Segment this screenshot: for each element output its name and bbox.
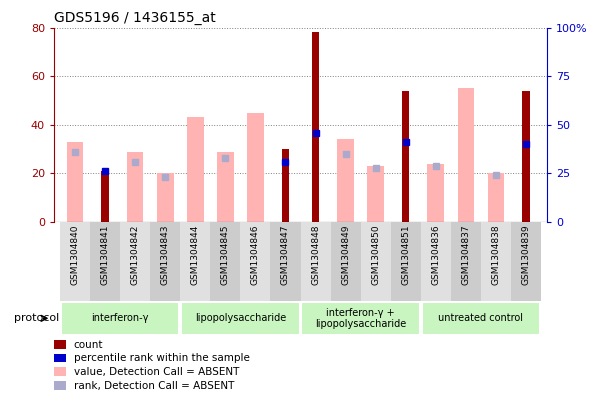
- Bar: [402, 91, 409, 222]
- Bar: [54, 340, 66, 349]
- Text: GSM1304841: GSM1304841: [101, 224, 109, 285]
- Bar: [270, 222, 300, 301]
- Text: interferon-γ +
lipopolysaccharide: interferon-γ + lipopolysaccharide: [315, 308, 406, 329]
- Bar: [451, 222, 481, 301]
- Bar: [150, 222, 180, 301]
- Bar: [487, 173, 504, 222]
- Bar: [210, 222, 240, 301]
- Bar: [54, 381, 66, 389]
- Bar: [331, 222, 361, 301]
- Text: GSM1304850: GSM1304850: [371, 224, 380, 285]
- Text: GSM1304836: GSM1304836: [432, 224, 440, 285]
- Text: GSM1304845: GSM1304845: [221, 224, 230, 285]
- Bar: [67, 142, 84, 222]
- Bar: [312, 32, 319, 222]
- Bar: [157, 173, 174, 222]
- Text: GSM1304847: GSM1304847: [281, 224, 290, 285]
- Bar: [300, 222, 331, 301]
- Bar: [127, 152, 144, 222]
- Bar: [302, 302, 419, 334]
- Bar: [217, 152, 234, 222]
- Bar: [90, 222, 120, 301]
- Text: rank, Detection Call = ABSENT: rank, Detection Call = ABSENT: [74, 380, 234, 391]
- Bar: [422, 302, 540, 334]
- Text: untreated control: untreated control: [438, 313, 523, 323]
- Text: GSM1304851: GSM1304851: [401, 224, 410, 285]
- Bar: [247, 113, 264, 222]
- Bar: [361, 222, 391, 301]
- Text: value, Detection Call = ABSENT: value, Detection Call = ABSENT: [74, 367, 239, 377]
- Bar: [367, 166, 384, 222]
- Bar: [187, 118, 204, 222]
- Bar: [54, 367, 66, 376]
- Bar: [511, 222, 541, 301]
- Text: GSM1304849: GSM1304849: [341, 224, 350, 285]
- Bar: [180, 222, 210, 301]
- Bar: [61, 302, 179, 334]
- Bar: [391, 222, 421, 301]
- Text: percentile rank within the sample: percentile rank within the sample: [74, 353, 249, 363]
- Text: protocol: protocol: [13, 313, 59, 323]
- Bar: [60, 222, 90, 301]
- Bar: [421, 222, 451, 301]
- Bar: [54, 354, 66, 362]
- Bar: [337, 140, 354, 222]
- Text: GSM1304842: GSM1304842: [131, 224, 139, 285]
- Text: interferon-γ: interferon-γ: [91, 313, 149, 323]
- Bar: [282, 149, 289, 222]
- Bar: [120, 222, 150, 301]
- Text: GSM1304846: GSM1304846: [251, 224, 260, 285]
- Text: GSM1304844: GSM1304844: [191, 224, 200, 285]
- Bar: [457, 88, 474, 222]
- Text: GSM1304839: GSM1304839: [522, 224, 530, 285]
- Text: GSM1304848: GSM1304848: [311, 224, 320, 285]
- Text: count: count: [74, 340, 103, 349]
- Bar: [102, 171, 109, 222]
- Bar: [481, 222, 511, 301]
- Text: GSM1304837: GSM1304837: [462, 224, 470, 285]
- Bar: [182, 302, 299, 334]
- Text: lipopolysaccharide: lipopolysaccharide: [195, 313, 286, 323]
- Bar: [522, 91, 529, 222]
- Text: GDS5196 / 1436155_at: GDS5196 / 1436155_at: [54, 11, 216, 25]
- Text: GSM1304838: GSM1304838: [492, 224, 500, 285]
- Bar: [427, 163, 444, 222]
- Text: GSM1304843: GSM1304843: [161, 224, 169, 285]
- Bar: [240, 222, 270, 301]
- Text: GSM1304840: GSM1304840: [71, 224, 79, 285]
